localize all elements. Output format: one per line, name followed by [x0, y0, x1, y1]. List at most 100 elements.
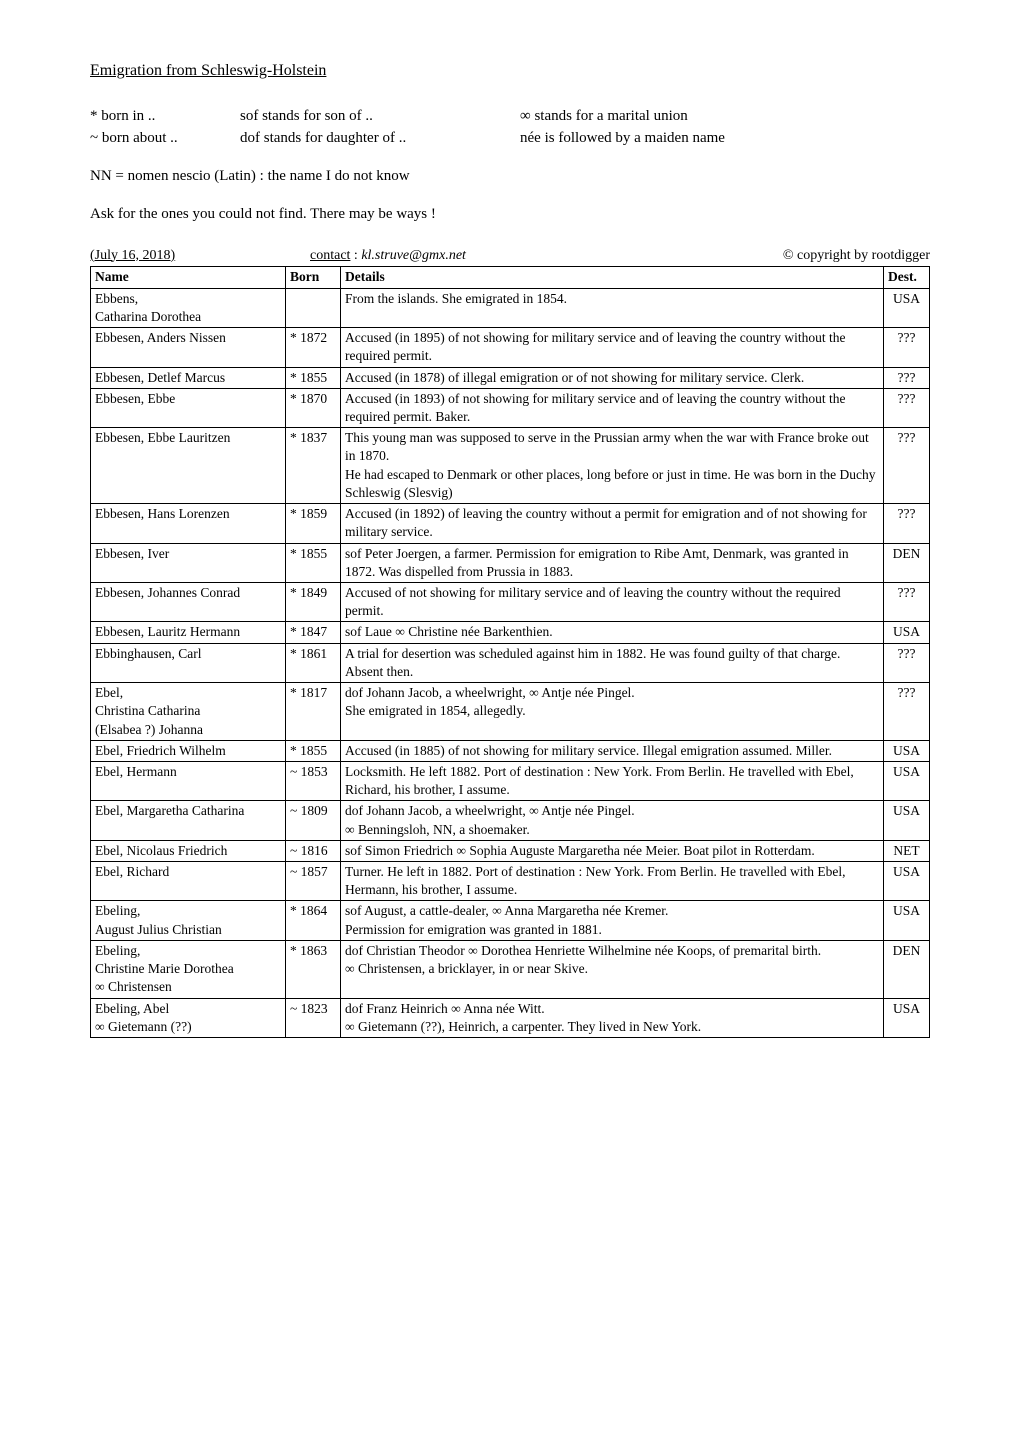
col-dest: Dest. — [884, 267, 930, 288]
ask-line: Ask for the ones you could not find. The… — [90, 204, 930, 224]
table-row: Ebbens,Catharina Dorothea From the island… — [91, 288, 930, 327]
table-row: Ebel, Friedrich Wilhelm* 1855Accused (in… — [91, 740, 930, 761]
cell-details: Accused (in 1895) of not showing for mil… — [341, 328, 884, 367]
table-header-row: Name Born Details Dest. — [91, 267, 930, 288]
cell-name: Ebel, Hermann — [91, 761, 286, 800]
cell-dest: ??? — [884, 504, 930, 543]
cell-dest: USA — [884, 740, 930, 761]
cell-dest: USA — [884, 288, 930, 327]
cell-dest: ??? — [884, 388, 930, 427]
table-row: Ebeling,August Julius Christian* 1864sof… — [91, 901, 930, 940]
cell-born: ~ 1857 — [286, 862, 341, 901]
table-row: Ebeling,Christine Marie Dorothea∞ Christ… — [91, 940, 930, 998]
cell-born: * 1872 — [286, 328, 341, 367]
cell-name: Ebbesen, Iver — [91, 543, 286, 582]
cell-name: Ebbens,Catharina Dorothea — [91, 288, 286, 327]
cell-details: Locksmith. He left 1882. Port of destina… — [341, 761, 884, 800]
cell-born: * 1870 — [286, 388, 341, 427]
cell-name: Ebbesen, Detlef Marcus — [91, 367, 286, 388]
cell-details: sof Simon Friedrich ∞ Sophia Auguste Mar… — [341, 840, 884, 861]
cell-born: * 1855 — [286, 367, 341, 388]
cell-born: * 1861 — [286, 643, 341, 682]
contact-sep: : — [350, 248, 361, 263]
cell-dest: USA — [884, 622, 930, 643]
contact-email: kl.struve@gmx.net — [361, 248, 466, 263]
table-row: Ebeling, Abel∞ Gietemann (??)~ 1823dof F… — [91, 998, 930, 1037]
cell-details: A trial for desertion was scheduled agai… — [341, 643, 884, 682]
cell-born: * 1847 — [286, 622, 341, 643]
cell-dest: ??? — [884, 367, 930, 388]
cell-name: Ebel, Friedrich Wilhelm — [91, 740, 286, 761]
cell-name: Ebel,Christina Catharina(Elsabea ?) Joha… — [91, 683, 286, 741]
cell-dest: DEN — [884, 543, 930, 582]
cell-details: Accused (in 1893) of not showing for mil… — [341, 388, 884, 427]
cell-name: Ebbesen, Hans Lorenzen — [91, 504, 286, 543]
table-row: Ebel, Margaretha Catharina~ 1809dof Joha… — [91, 801, 930, 840]
cell-born: * 1863 — [286, 940, 341, 998]
cell-born — [286, 288, 341, 327]
cell-details: Turner. He left in 1882. Port of destina… — [341, 862, 884, 901]
table-row: Ebel, Nicolaus Friedrich~ 1816sof Simon … — [91, 840, 930, 861]
page-title: Emigration from Schleswig-Holstein — [90, 60, 930, 82]
cell-born: * 1855 — [286, 740, 341, 761]
contact-label: contact — [310, 248, 350, 263]
col-details: Details — [341, 267, 884, 288]
cell-name: Ebbinghausen, Carl — [91, 643, 286, 682]
cell-details: dof Franz Heinrich ∞ Anna née Witt.∞ Gie… — [341, 998, 884, 1037]
cell-name: Ebel, Margaretha Catharina — [91, 801, 286, 840]
cell-details: sof Laue ∞ Christine née Barkenthien. — [341, 622, 884, 643]
meta-row: (July 16, 2018) contact : kl.struve@gmx.… — [90, 247, 930, 266]
cell-name: Ebbesen, Lauritz Hermann — [91, 622, 286, 643]
table-row: Ebel, Hermann~ 1853Locksmith. He left 18… — [91, 761, 930, 800]
table-row: Ebbesen, Anders Nissen* 1872Accused (in … — [91, 328, 930, 367]
cell-born: ~ 1809 — [286, 801, 341, 840]
emigration-table: Name Born Details Dest. Ebbens,Catharina… — [90, 266, 930, 1038]
meta-copyright: © copyright by rootdigger — [660, 247, 930, 266]
cell-born: ~ 1853 — [286, 761, 341, 800]
nn-explanation: NN = nomen nescio (Latin) : the name I d… — [90, 166, 930, 186]
cell-name: Ebeling,Christine Marie Dorothea∞ Christ… — [91, 940, 286, 998]
cell-born: ~ 1816 — [286, 840, 341, 861]
cell-name: Ebel, Richard — [91, 862, 286, 901]
cell-dest: ??? — [884, 428, 930, 504]
cell-dest: USA — [884, 901, 930, 940]
cell-dest: USA — [884, 761, 930, 800]
cell-name: Ebel, Nicolaus Friedrich — [91, 840, 286, 861]
cell-details: sof Peter Joergen, a farmer. Permission … — [341, 543, 884, 582]
cell-details: dof Johann Jacob, a wheelwright, ∞ Antje… — [341, 683, 884, 741]
cell-details: Accused (in 1892) of leaving the country… — [341, 504, 884, 543]
cell-born: * 1849 — [286, 582, 341, 621]
cell-dest: USA — [884, 998, 930, 1037]
cell-born: * 1864 — [286, 901, 341, 940]
cell-details: This young man was supposed to serve in … — [341, 428, 884, 504]
cell-name: Ebeling,August Julius Christian — [91, 901, 286, 940]
legend-inf: ∞ stands for a marital union — [520, 106, 930, 126]
cell-dest: USA — [884, 801, 930, 840]
table-row: Ebbesen, Johannes Conrad* 1849Accused of… — [91, 582, 930, 621]
legend-block: * born in .. sof stands for son of .. ∞ … — [90, 106, 930, 149]
legend-nee: née is followed by a maiden name — [520, 128, 930, 148]
table-row: Ebbesen, Iver* 1855sof Peter Joergen, a … — [91, 543, 930, 582]
cell-dest: ??? — [884, 582, 930, 621]
cell-dest: ??? — [884, 643, 930, 682]
legend-sof: sof stands for son of .. — [240, 106, 520, 126]
table-row: Ebbesen, Hans Lorenzen* 1859Accused (in … — [91, 504, 930, 543]
col-name: Name — [91, 267, 286, 288]
cell-details: Accused of not showing for military serv… — [341, 582, 884, 621]
legend-dof: dof stands for daughter of .. — [240, 128, 520, 148]
cell-dest: USA — [884, 862, 930, 901]
cell-dest: ??? — [884, 683, 930, 741]
cell-details: sof August, a cattle-dealer, ∞ Anna Marg… — [341, 901, 884, 940]
cell-dest: NET — [884, 840, 930, 861]
legend-row: * born in .. sof stands for son of .. ∞ … — [90, 106, 930, 126]
cell-name: Ebbesen, Anders Nissen — [91, 328, 286, 367]
col-born: Born — [286, 267, 341, 288]
cell-details: dof Christian Theodor ∞ Dorothea Henriet… — [341, 940, 884, 998]
cell-dest: DEN — [884, 940, 930, 998]
cell-details: dof Johann Jacob, a wheelwright, ∞ Antje… — [341, 801, 884, 840]
table-row: Ebbesen, Ebbe Lauritzen* 1837This young … — [91, 428, 930, 504]
legend-born-in: * born in .. — [90, 106, 240, 126]
table-row: Ebel, Richard~ 1857Turner. He left in 18… — [91, 862, 930, 901]
cell-details: From the islands. She emigrated in 1854. — [341, 288, 884, 327]
cell-details: Accused (in 1878) of illegal emigration … — [341, 367, 884, 388]
